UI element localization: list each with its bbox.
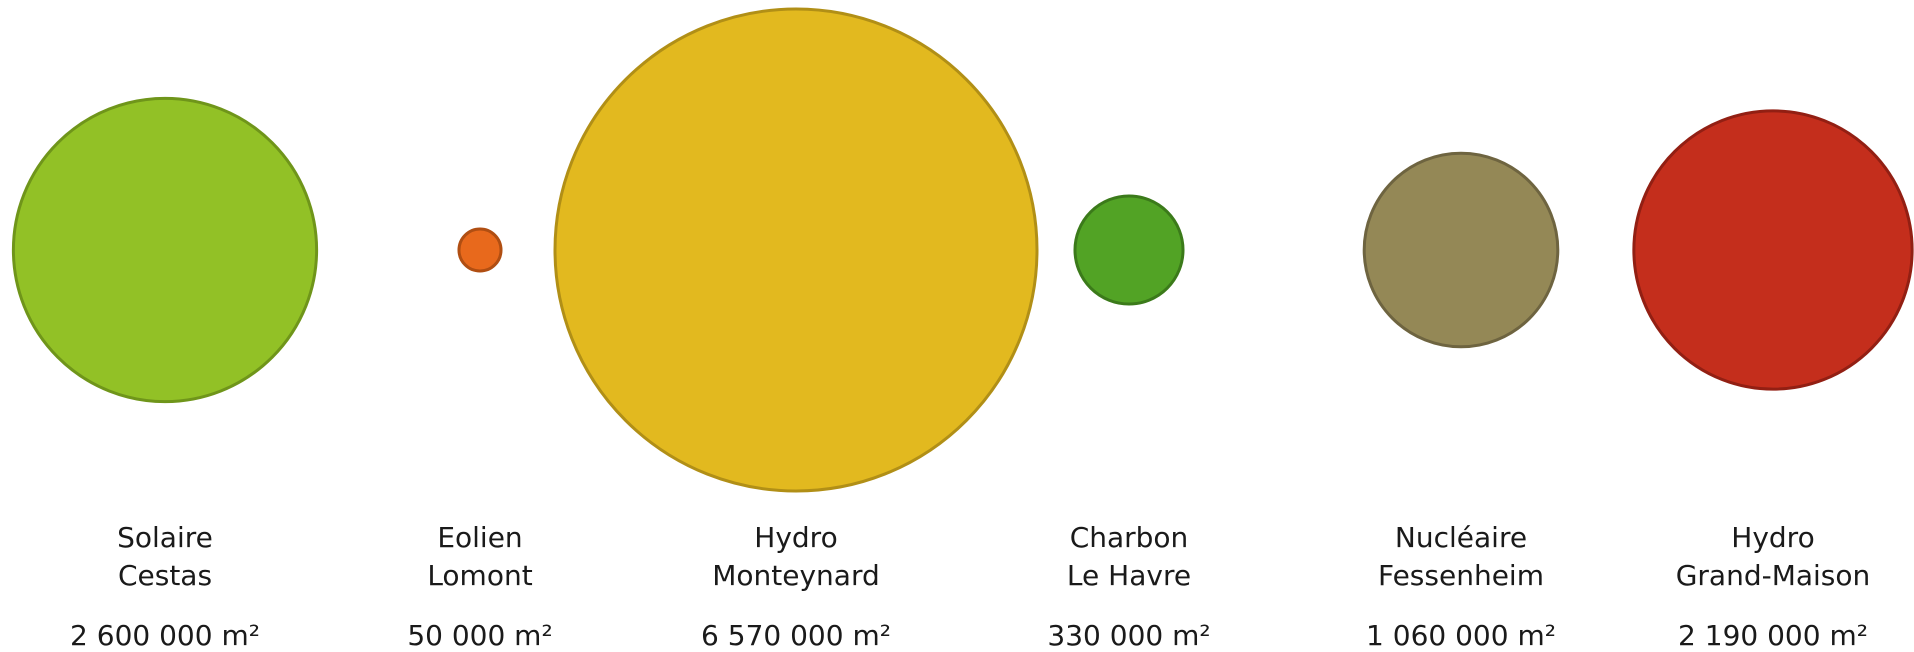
bubble-place-label-solaire-cestas: Cestas bbox=[118, 559, 212, 592]
bubble-value-label-charbon-le-havre: 330 000 m² bbox=[1047, 619, 1210, 652]
bubble-place-label-eolien-lomont: Lomont bbox=[427, 559, 532, 592]
bubbles-group bbox=[11, 7, 1914, 493]
bubble-category-label-nucleaire-fessenheim: Nucléaire bbox=[1395, 521, 1527, 554]
bubble-solaire-cestas bbox=[11, 96, 319, 404]
bubble-charbon-le-havre bbox=[1073, 194, 1185, 306]
bubble-value-label-hydro-monteynard: 6 570 000 m² bbox=[701, 619, 891, 652]
bubble-value-label-hydro-grand-maison: 2 190 000 m² bbox=[1678, 619, 1868, 652]
bubble-category-label-hydro-monteynard: Hydro bbox=[754, 521, 837, 554]
bubble-nucleaire-fessenheim bbox=[1362, 151, 1560, 349]
bubble-value-label-eolien-lomont: 50 000 m² bbox=[407, 619, 552, 652]
bubble-hydro-grand-maison bbox=[1632, 109, 1914, 391]
bubble-category-label-charbon-le-havre: Charbon bbox=[1070, 521, 1189, 554]
bubble-category-label-eolien-lomont: Eolien bbox=[437, 521, 522, 554]
bubble-hydro-monteynard bbox=[553, 7, 1039, 493]
bubble-place-label-charbon-le-havre: Le Havre bbox=[1067, 559, 1191, 592]
bubble-eolien-lomont bbox=[457, 227, 503, 273]
bubble-category-label-solaire-cestas: Solaire bbox=[117, 521, 213, 554]
bubble-category-label-hydro-grand-maison: Hydro bbox=[1731, 521, 1814, 554]
bubble-value-label-nucleaire-fessenheim: 1 060 000 m² bbox=[1366, 619, 1556, 652]
bubble-value-label-solaire-cestas: 2 600 000 m² bbox=[70, 619, 260, 652]
bubble-place-label-hydro-monteynard: Monteynard bbox=[712, 559, 880, 592]
labels-group: Solaire Cestas 2 600 000 m² Eolien Lomont 50 … bbox=[70, 521, 1870, 652]
bubble-place-label-hydro-grand-maison: Grand-Maison bbox=[1676, 559, 1871, 592]
bubble-place-label-nucleaire-fessenheim: Fessenheim bbox=[1378, 559, 1544, 592]
